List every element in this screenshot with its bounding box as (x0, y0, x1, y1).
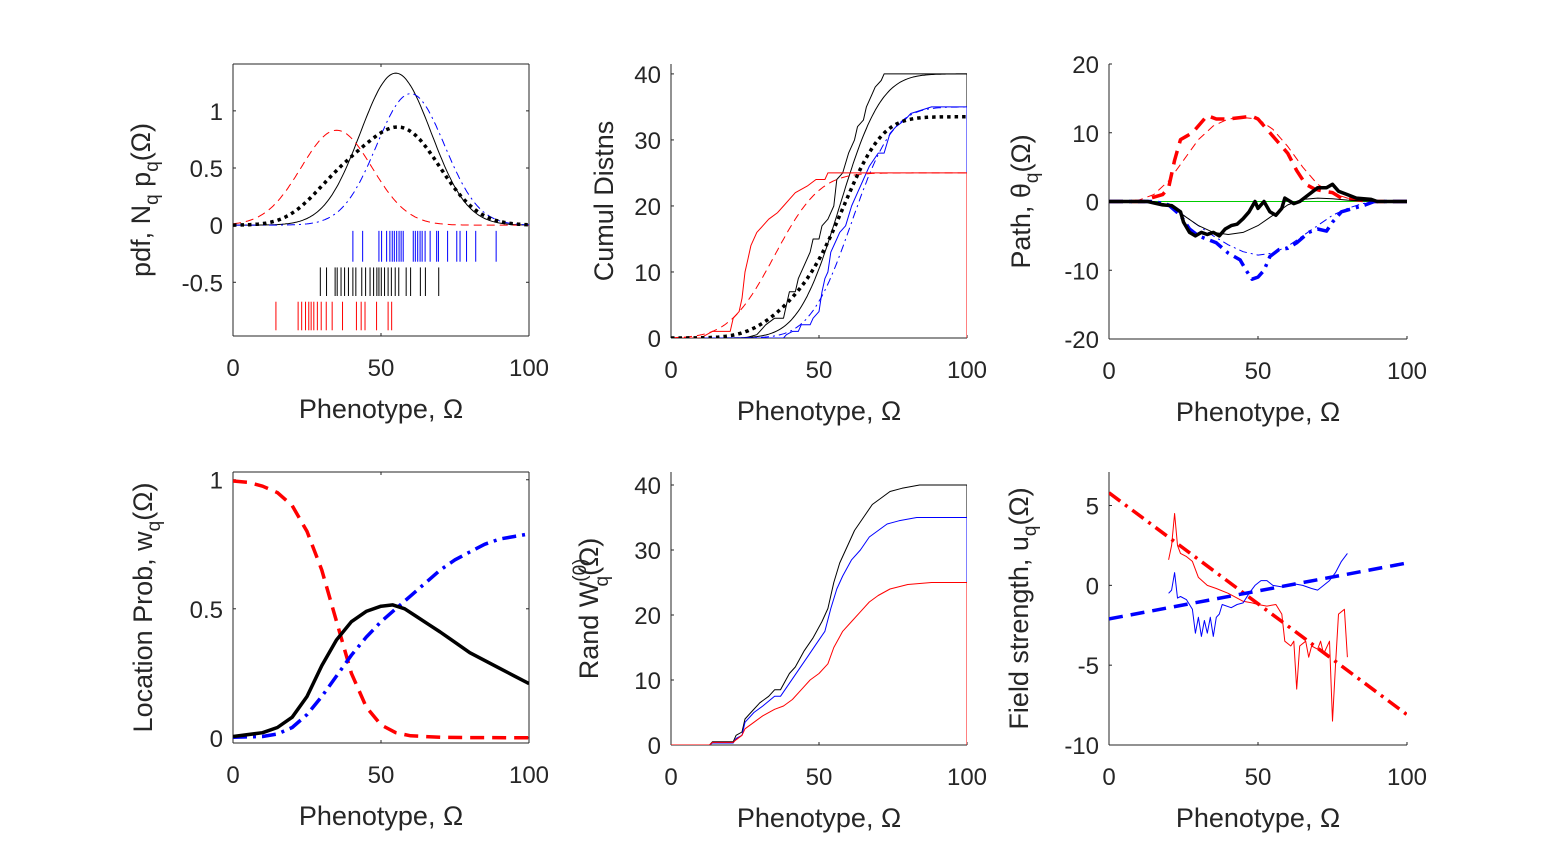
y-axis-label: pdf, Nq pq(Ω) (126, 123, 163, 277)
x-tick-label: 50 (1245, 764, 1272, 791)
x-tick-label: 100 (1387, 764, 1427, 791)
subplot-path: 0 50 100 -20 -10 0 10 20 Phenotype, Ω Path, θq(Ω) (1006, 52, 1427, 427)
series-mean (233, 125, 529, 227)
y-tick-label: 30 (634, 538, 661, 565)
series-blue-raw (1168, 553, 1348, 637)
x-tick-label: 50 (1245, 358, 1272, 385)
x-tick-label: 50 (368, 355, 395, 382)
x-tick-label: 100 (1387, 358, 1427, 385)
plot-area (1109, 491, 1407, 722)
y-tick-label: -10 (1064, 733, 1099, 760)
x-tick-label: 100 (509, 355, 549, 382)
y-axis-label: Field strength, uq(Ω) (1004, 487, 1041, 729)
x-tick-label: 100 (509, 762, 549, 789)
series-q1 (233, 129, 529, 226)
x-tick-label: 100 (947, 764, 987, 791)
y-tick-label: 0 (648, 733, 661, 760)
y-axis-label: Location Prob, wq(Ω) (128, 483, 165, 733)
series-black-path (1109, 182, 1407, 238)
series-red-W (671, 582, 967, 745)
y-tick-label: 0 (1086, 190, 1099, 217)
y-tick-label: 20 (1072, 52, 1099, 79)
y-tick-label: 0 (1086, 573, 1099, 600)
series-red-smooth (671, 172, 967, 338)
y-tick-label: 5 (1086, 494, 1099, 521)
x-axis-label: Phenotype, Ω (299, 394, 463, 424)
series-blue-empirical (671, 106, 967, 338)
x-tick-label: 0 (664, 357, 677, 384)
series-black-empirical (671, 73, 967, 338)
subplot-cumul: 0 50 100 0 10 20 30 40 Phenotype, Ω Cumul Distns (589, 62, 987, 426)
y-tick-label: 0 (210, 726, 223, 753)
y-tick-label: 10 (1072, 121, 1099, 148)
x-tick-label: 0 (226, 762, 239, 789)
x-tick-label: 0 (1102, 764, 1115, 791)
x-tick-label: 50 (806, 357, 833, 384)
series-blue-fit (1109, 561, 1407, 621)
y-tick-label: -5 (1078, 653, 1099, 680)
series-mean-cdf (671, 115, 967, 338)
x-tick-label: 0 (226, 355, 239, 382)
series-red-empirical (671, 172, 967, 338)
series-blue-smooth (671, 106, 967, 338)
y-axis-label: Cumul Distns (589, 121, 619, 282)
y-tick-label: 0.5 (190, 156, 223, 183)
series-black-w (233, 603, 529, 739)
red-rug (275, 301, 393, 331)
series-black-W (671, 484, 967, 745)
y-tick-label: 20 (634, 603, 661, 630)
y-tick-label: 0 (648, 326, 661, 353)
y-tick-label: 10 (634, 668, 661, 695)
x-tick-label: 0 (1102, 358, 1115, 385)
x-tick-label: 100 (947, 357, 987, 384)
series-total (233, 72, 529, 226)
x-axis-label: Phenotype, Ω (737, 396, 901, 426)
series-blue-w (233, 532, 529, 740)
black-rug (319, 267, 440, 296)
series-red-w (233, 479, 529, 740)
y-tick-label: 10 (634, 260, 661, 287)
y-tick-label: 0 (210, 213, 223, 240)
y-tick-label: 40 (634, 473, 661, 500)
y-axis-label: Rand W(0)q(Ω) (570, 538, 613, 680)
x-axis-label: Phenotype, Ω (1176, 803, 1340, 833)
y-tick-label: 30 (634, 128, 661, 155)
plot-area (233, 72, 529, 331)
x-axis-label: Phenotype, Ω (299, 801, 463, 831)
plot-area (671, 73, 967, 338)
blue-rug (352, 230, 497, 262)
y-axis-label: Path, θq(Ω) (1006, 134, 1043, 268)
y-tick-label: -10 (1064, 258, 1099, 285)
series-blue-path (1109, 199, 1407, 281)
y-tick-label: -0.5 (182, 270, 223, 297)
y-tick-label: 0.5 (190, 597, 223, 624)
x-tick-label: 0 (664, 764, 677, 791)
subplot-location-prob: 0 50 100 0 0.5 1 Phenotype, Ω Location Prob, wq… (128, 468, 549, 831)
x-tick-label: 50 (806, 764, 833, 791)
plot-area (233, 479, 529, 740)
series-red-smooth (1109, 117, 1407, 202)
series-red-path (1109, 113, 1407, 204)
subplot-field-strength: 0 50 100 -10 -5 0 5 Phenotype, Ω Field strength,… (1004, 472, 1427, 833)
plot-area (671, 484, 967, 745)
series-black-smooth (671, 73, 967, 338)
series-red-raw (1168, 513, 1348, 722)
x-axis-label: Phenotype, Ω (737, 803, 901, 833)
series-blue-W (671, 517, 967, 745)
series-q2 (233, 93, 529, 226)
y-tick-label: -20 (1064, 327, 1099, 354)
y-tick-label: 1 (210, 99, 223, 126)
y-tick-label: 20 (634, 194, 661, 221)
y-tick-label: 1 (210, 468, 223, 495)
x-tick-label: 50 (368, 762, 395, 789)
plot-area (1109, 113, 1407, 281)
subplot-pdf: 0 50 100 -0.5 0 0.5 1 Phenotype, Ω pdf, Nq pq(Ω) (126, 63, 549, 424)
series-red-fit (1109, 491, 1407, 717)
y-tick-label: 40 (634, 62, 661, 89)
subplot-rand-w: 0 50 100 0 10 20 30 40 Phenotype, Ω Rand W(0)q(Ω) (570, 472, 987, 833)
x-axis-label: Phenotype, Ω (1176, 397, 1340, 427)
